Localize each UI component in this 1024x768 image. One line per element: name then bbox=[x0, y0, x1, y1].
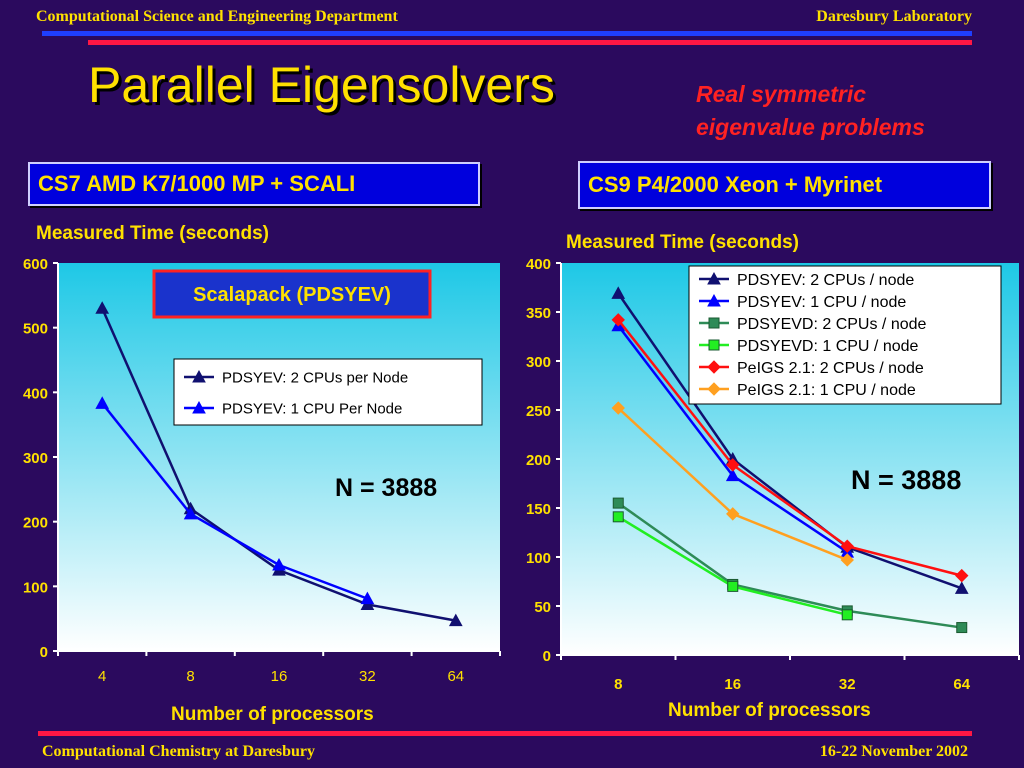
left-chart-xlabel: Number of processors bbox=[171, 704, 374, 725]
left-series-1-point bbox=[183, 506, 198, 520]
right-series-4-point bbox=[611, 313, 625, 327]
right-series-5-point bbox=[611, 401, 625, 415]
left-xtick-label: 4 bbox=[98, 668, 106, 685]
right-ytick-label: 250 bbox=[526, 403, 551, 420]
right-series-3-point bbox=[841, 609, 853, 621]
left-series-0-point bbox=[448, 613, 463, 627]
left-series-1-point bbox=[360, 591, 375, 605]
right-series-5-point bbox=[726, 507, 740, 521]
left-xtick-label: 64 bbox=[447, 668, 464, 685]
right-series-0-line bbox=[617, 292, 963, 590]
left-series-1-point bbox=[272, 557, 286, 571]
subtitle-line-1: Real symmetric bbox=[696, 81, 867, 107]
right-ytick-label: 150 bbox=[526, 501, 551, 518]
right-xtick-label: 64 bbox=[953, 676, 970, 693]
right-ytick-label: 400 bbox=[526, 256, 551, 273]
right-series-4-point bbox=[726, 458, 740, 472]
left-chart-ylabel: Measured Time (seconds) bbox=[36, 223, 270, 244]
left-ytick-label: 100 bbox=[23, 579, 48, 596]
left-plot-area bbox=[58, 263, 500, 651]
left-annotation: N = 3888 bbox=[335, 474, 437, 502]
right-legend-entry-0: PDSYEV: 2 CPUs / node bbox=[737, 272, 914, 289]
right-annotation: N = 3888 bbox=[851, 465, 961, 495]
header-divider-red bbox=[88, 40, 972, 45]
left-method-box bbox=[152, 269, 432, 319]
right-legend-marker-1 bbox=[707, 293, 721, 307]
right-chart-ylabel: Measured Time (seconds) bbox=[566, 232, 800, 253]
right-ytick-label: 50 bbox=[534, 599, 551, 616]
machine-label-left: CS7 AMD K7/1000 MP + SCALI bbox=[28, 162, 480, 206]
right-ytick-label: 300 bbox=[526, 354, 551, 371]
chart-left: 0 100 200 300 400 500 600 4 8 16 32 64 PDSYEV: 2 CPU… bbox=[23, 256, 501, 685]
right-legend-entry-5: PeIGS 2.1: 1 CPU / node bbox=[737, 382, 916, 399]
right-xtick-label: 16 bbox=[724, 676, 741, 693]
right-ytick-label: 0 bbox=[543, 648, 551, 665]
right-legend-marker-5 bbox=[707, 382, 721, 396]
left-series-1-point bbox=[95, 396, 110, 409]
left-legend bbox=[173, 358, 483, 426]
left-series-0-point bbox=[95, 301, 110, 314]
chart-right: 0 50 100 150 200 250 300 350 400 8 16 32 64 PDSYEV: 2… bbox=[526, 256, 1020, 693]
right-series-1-point bbox=[725, 468, 740, 482]
left-xtick-label: 32 bbox=[359, 668, 376, 685]
right-legend-marker-2 bbox=[708, 317, 720, 329]
left-ytick-label: 500 bbox=[23, 321, 48, 338]
left-ytick-label: 0 bbox=[40, 644, 48, 661]
left-method-label: Scalapack (PDSYEV) bbox=[193, 284, 391, 306]
left-xtick-label: 8 bbox=[186, 668, 194, 685]
page-title: Parallel Eigensolvers bbox=[88, 57, 555, 113]
right-xtick-label: 8 bbox=[614, 676, 622, 693]
page-subtitle: Real symmetric eigenvalue problems bbox=[696, 78, 925, 144]
right-legend-entry-2: PDSYEVD: 2 CPUs / node bbox=[737, 316, 927, 333]
right-series-0-point bbox=[611, 286, 626, 299]
right-series-3-point bbox=[612, 511, 624, 523]
right-legend bbox=[688, 265, 1002, 405]
right-series-0-point bbox=[954, 581, 969, 594]
right-ytick-label: 350 bbox=[526, 305, 551, 322]
right-legend-entry-4: PeIGS 2.1: 2 CPUs / node bbox=[737, 360, 924, 377]
left-ytick-label: 600 bbox=[23, 256, 48, 273]
header-divider-blue bbox=[42, 31, 972, 36]
right-chart-xlabel: Number of processors bbox=[668, 700, 871, 721]
right-legend-entry-1: PDSYEV: 1 CPU / node bbox=[737, 294, 906, 311]
left-legend-entry-0: PDSYEV: 2 CPUs per Node bbox=[222, 369, 408, 386]
right-legend-marker-3 bbox=[708, 339, 720, 351]
left-ytick-label: 400 bbox=[23, 385, 48, 402]
footer-event: Computational Chemistry at Daresbury bbox=[42, 743, 316, 760]
header-department: Computational Science and Engineering De… bbox=[36, 8, 398, 25]
machine-label-right: CS9 P4/2000 Xeon + Myrinet bbox=[578, 161, 991, 209]
right-legend-entry-3: PDSYEVD: 1 CPU / node bbox=[737, 338, 919, 355]
right-series-4-point bbox=[955, 568, 969, 583]
left-series-1-line bbox=[101, 402, 368, 600]
right-series-2-point bbox=[612, 497, 624, 509]
left-legend-entry-1: PDSYEV: 1 CPU Per Node bbox=[222, 400, 402, 417]
left-legend-marker-1 bbox=[192, 400, 206, 414]
footer-date: 16-22 November 2002 bbox=[819, 743, 968, 760]
left-xtick-label: 16 bbox=[271, 668, 288, 685]
footer-divider-red bbox=[38, 731, 972, 736]
right-legend-marker-4 bbox=[707, 360, 721, 374]
subtitle-line-2: eigenvalue problems bbox=[696, 114, 925, 140]
header-lab: Daresbury Laboratory bbox=[816, 8, 972, 25]
right-ytick-label: 100 bbox=[526, 550, 551, 567]
left-ytick-label: 200 bbox=[23, 515, 48, 532]
right-series-2-line bbox=[617, 502, 962, 629]
right-xtick-label: 32 bbox=[839, 676, 856, 693]
right-series-5-point bbox=[840, 553, 854, 567]
right-series-4-line bbox=[617, 319, 963, 577]
left-legend-marker-0 bbox=[192, 369, 206, 383]
right-series-4-point bbox=[840, 539, 854, 553]
left-ytick-label: 300 bbox=[23, 450, 48, 467]
right-legend-marker-0 bbox=[707, 271, 721, 285]
right-series-3-point bbox=[727, 580, 739, 592]
right-ytick-label: 200 bbox=[526, 452, 551, 469]
right-series-2-point bbox=[956, 622, 968, 634]
